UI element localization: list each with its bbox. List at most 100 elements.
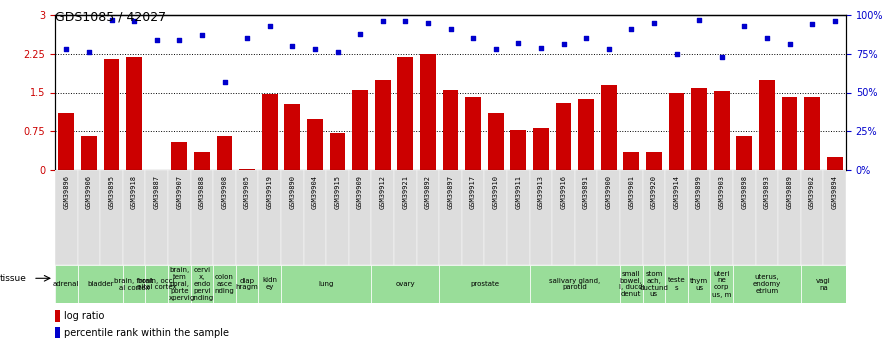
Bar [398, 57, 413, 170]
Point [104, 17, 118, 22]
Text: GSM39910: GSM39910 [493, 175, 499, 209]
Point [194, 32, 209, 38]
Bar [304, 265, 326, 303]
Bar [126, 57, 142, 170]
Text: GSM39899: GSM39899 [696, 175, 702, 209]
Bar [624, 152, 639, 170]
Bar [487, 113, 504, 170]
Bar [507, 170, 530, 265]
Point [782, 42, 797, 47]
Bar [461, 265, 485, 303]
Bar [688, 265, 711, 303]
Bar [755, 170, 779, 265]
Bar [349, 265, 372, 303]
Bar [55, 310, 60, 322]
Bar [78, 170, 100, 265]
Bar [575, 170, 598, 265]
Bar [307, 119, 323, 170]
Bar [58, 113, 74, 170]
Bar [598, 265, 620, 303]
Bar [443, 90, 459, 170]
Bar [123, 170, 145, 265]
Bar [642, 265, 665, 303]
Bar [145, 265, 168, 303]
Bar [688, 265, 711, 303]
Bar [281, 170, 304, 265]
Bar [665, 170, 688, 265]
Bar [236, 265, 258, 303]
Point [488, 46, 503, 52]
Point [218, 79, 232, 85]
Bar [258, 265, 281, 303]
Point [285, 43, 299, 49]
Bar [123, 265, 145, 303]
Bar [123, 265, 145, 303]
Point [421, 20, 435, 26]
Bar [191, 170, 213, 265]
Point [59, 46, 73, 52]
Text: uterus,
endomy
etrium: uterus, endomy etrium [753, 274, 781, 294]
Bar [100, 265, 123, 303]
Text: brain, front
al cortex: brain, front al cortex [115, 277, 154, 290]
Text: bladder: bladder [87, 281, 114, 287]
Text: prostate: prostate [470, 281, 499, 287]
Text: lung: lung [318, 281, 334, 287]
Point [331, 49, 345, 55]
Bar [801, 170, 823, 265]
Text: GSM39914: GSM39914 [674, 175, 679, 209]
Bar [417, 170, 439, 265]
Bar [55, 327, 60, 338]
Bar [465, 97, 481, 170]
Text: cervi
x,
endo
pervi
gnding: cervi x, endo pervi gnding [190, 267, 214, 301]
Text: GSM39893: GSM39893 [764, 175, 770, 209]
Bar [168, 170, 191, 265]
Bar [55, 265, 78, 303]
Point [466, 36, 480, 41]
Bar [213, 265, 236, 303]
Text: GSM39888: GSM39888 [199, 175, 205, 209]
Bar [598, 170, 620, 265]
Text: log ratio: log ratio [64, 311, 104, 321]
Text: vagi
na: vagi na [816, 277, 831, 290]
Bar [711, 170, 733, 265]
Text: kidn
ey: kidn ey [263, 277, 277, 290]
Bar [326, 265, 349, 303]
Bar [530, 265, 552, 303]
Text: GSM39919: GSM39919 [267, 175, 272, 209]
Text: brain,
tem
poral,
porte
xpervi: brain, tem poral, porte xpervi [168, 267, 190, 301]
Bar [81, 136, 97, 170]
Point [263, 23, 277, 29]
Bar [217, 136, 232, 170]
Point [556, 42, 571, 47]
Bar [372, 265, 394, 303]
Bar [779, 170, 801, 265]
Point [828, 18, 842, 24]
Text: stom
ach,
ductund
us: stom ach, ductund us [640, 270, 668, 297]
Text: brain, occi
pital cortex: brain, occi pital cortex [137, 277, 177, 290]
Bar [191, 265, 213, 303]
Text: GSM39921: GSM39921 [402, 175, 409, 209]
Bar [733, 265, 801, 303]
Text: GSM39891: GSM39891 [583, 175, 589, 209]
Bar [78, 265, 123, 303]
Bar [620, 170, 642, 265]
Text: GSM39909: GSM39909 [358, 175, 363, 209]
Bar [439, 265, 530, 303]
Bar [801, 265, 846, 303]
Point [82, 49, 96, 55]
Text: GDS1085 / 42027: GDS1085 / 42027 [55, 10, 166, 23]
Text: small
bowel,
l, ducd
denut: small bowel, l, ducd denut [619, 270, 643, 297]
Text: GSM39907: GSM39907 [177, 175, 182, 209]
Bar [759, 80, 775, 170]
Text: GSM39920: GSM39920 [650, 175, 657, 209]
Bar [55, 265, 78, 303]
Bar [394, 265, 417, 303]
Bar [304, 170, 326, 265]
Bar [145, 265, 168, 303]
Point [172, 37, 186, 42]
Bar [801, 265, 823, 303]
Text: GSM39896: GSM39896 [64, 175, 69, 209]
Bar [665, 265, 688, 303]
Bar [372, 265, 439, 303]
Bar [665, 265, 688, 303]
